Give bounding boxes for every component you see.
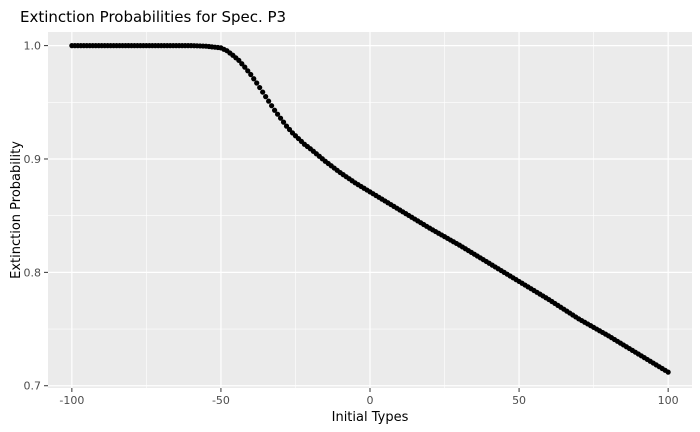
- x-axis: -100 -50 0 50 100: [59, 388, 679, 407]
- y-tick-label: 0.8: [24, 266, 42, 279]
- data-point: [665, 369, 671, 375]
- x-tick-label: 50: [512, 394, 526, 407]
- x-tick-label: 0: [367, 394, 374, 407]
- data-point: [269, 103, 275, 109]
- data-point: [245, 68, 251, 74]
- data-points: [69, 43, 671, 375]
- data-point: [263, 94, 269, 100]
- data-point: [239, 61, 245, 67]
- data-point: [257, 84, 263, 91]
- data-point: [236, 57, 242, 63]
- x-axis-title: Initial Types: [332, 410, 409, 425]
- data-point: [251, 76, 257, 82]
- y-tick-label: 0.9: [24, 153, 42, 166]
- y-axis-title: Extinction Probability: [9, 141, 24, 279]
- data-point: [286, 126, 293, 133]
- data-point: [254, 80, 260, 86]
- data-point: [266, 98, 272, 104]
- data-point: [280, 119, 287, 125]
- y-tick-label: 0.7: [24, 380, 42, 393]
- data-point: [271, 107, 278, 113]
- data-point: [248, 71, 254, 78]
- x-tick-label: -100: [59, 394, 84, 407]
- y-axis: 0.7 0.8 0.9 1.0: [24, 40, 48, 393]
- data-point: [242, 64, 248, 70]
- x-tick-label: -50: [212, 394, 230, 407]
- chart-title: Extinction Probabilities for Spec. P3: [20, 8, 286, 26]
- data-point: [283, 123, 290, 129]
- data-point: [274, 111, 281, 117]
- y-tick-label: 1.0: [24, 40, 42, 53]
- x-tick-label: 100: [658, 394, 679, 407]
- data-point: [277, 115, 284, 121]
- data-point: [260, 89, 266, 95]
